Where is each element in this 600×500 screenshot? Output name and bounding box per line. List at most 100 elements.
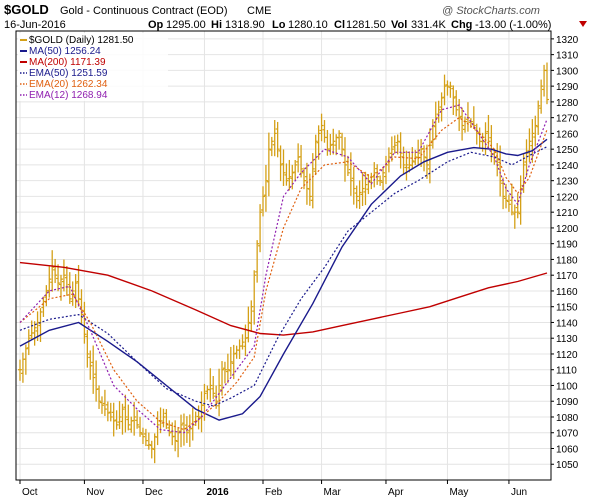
legend-entry-ema20: EMA(20) 1262.34: [20, 79, 108, 90]
y-tick-label: 1160: [556, 287, 578, 298]
price-bar: [416, 139, 421, 166]
price-bar: [460, 107, 465, 141]
y-tick-label: 1250: [556, 145, 579, 156]
price-bar: [331, 128, 336, 155]
price-bar: [263, 164, 268, 212]
price-bar: [61, 259, 66, 292]
price-bar: [179, 414, 184, 448]
y-tick-label: 1290: [556, 82, 579, 93]
price-bar: [404, 150, 409, 181]
price-bar: [50, 250, 55, 292]
price-bar: [193, 411, 198, 426]
y-tick-label: 1200: [556, 224, 579, 235]
y-tick-label: 1230: [556, 177, 579, 188]
price-bar: [433, 101, 438, 140]
y-tick-label: 1150: [556, 303, 578, 314]
price-bar: [138, 416, 143, 437]
price-bar: [290, 164, 295, 190]
price-bar: [140, 427, 145, 445]
y-tick-label: 1210: [556, 208, 579, 219]
legend-entry-price: $GOLD (Daily) 1281.50: [20, 35, 134, 46]
x-tick-label: Dec: [145, 487, 163, 498]
price-bar: [348, 152, 353, 196]
price-bar: [261, 186, 266, 217]
price-bar: [269, 136, 274, 157]
price-bar: [307, 173, 312, 206]
legend-label: EMA(50) 1251.59: [29, 68, 108, 79]
price-bar: [340, 132, 345, 157]
price-bar: [143, 428, 148, 447]
price-bar: [99, 396, 104, 414]
price-bar: [383, 155, 388, 185]
price-bar: [38, 308, 43, 342]
x-tick-label: Jun: [511, 487, 527, 498]
series-line-ma200: [19, 261, 548, 336]
price-bar: [231, 344, 236, 380]
price-bar: [539, 79, 544, 114]
legend-entry-ema12: EMA(12) 1268.94: [20, 90, 108, 101]
price-bar: [357, 180, 362, 209]
open-label: Op: [148, 19, 164, 31]
price-bar: [424, 144, 429, 179]
price-bar: [240, 334, 245, 350]
y-tick-label: 1260: [556, 129, 579, 140]
price-bar: [310, 153, 315, 209]
y-tick-label: 1080: [556, 413, 579, 424]
y-tick-label: 1050: [556, 460, 579, 471]
price-bar: [73, 274, 78, 309]
x-tick-label: Nov: [86, 487, 104, 498]
legend-entry-ma200: MA(200) 1171.39: [20, 57, 106, 68]
price-bar: [287, 159, 292, 191]
price-bar: [518, 175, 523, 225]
x-tick-label: May: [449, 487, 468, 498]
price-bar: [530, 119, 535, 163]
exchange-label: CME: [247, 5, 271, 17]
price-bar: [474, 123, 479, 145]
price-bar: [47, 266, 52, 298]
y-axis: 1050 1060 1070 1080 1090 1100 1110 1120 1130 1140…: [551, 35, 579, 471]
y-tick-label: 1110: [556, 366, 577, 377]
price-bar: [521, 153, 526, 193]
price-bar: [506, 194, 511, 212]
price-bar: [123, 394, 128, 433]
price-bar: [501, 177, 506, 210]
price-bar: [381, 168, 386, 191]
price-bar: [515, 193, 520, 219]
y-tick-label: 1220: [556, 192, 579, 203]
price-bar: [85, 329, 90, 368]
price-bar: [345, 155, 350, 176]
price-bar: [202, 383, 207, 421]
y-tick-label: 1270: [556, 114, 579, 125]
price-bar: [187, 414, 192, 447]
price-bar: [337, 130, 342, 150]
price-bar: [67, 272, 72, 304]
low-label: Lo: [272, 19, 286, 31]
price-bar: [342, 137, 347, 182]
price-bar: [126, 404, 131, 431]
price-bar: [536, 100, 541, 135]
series-line-ma50: [19, 138, 548, 421]
price-bar: [319, 113, 324, 142]
price-bar: [117, 401, 122, 429]
price-bar: [173, 420, 178, 452]
price-bar: [378, 175, 383, 186]
y-tick-label: 1140: [556, 318, 578, 329]
price-bar: [296, 143, 301, 173]
y-tick-label: 1190: [556, 240, 578, 251]
price-bar: [88, 350, 93, 380]
legend-label: MA(200) 1171.39: [29, 57, 106, 68]
price-bar: [448, 81, 453, 98]
price-bar: [360, 171, 365, 206]
open-value: 1295.00: [166, 19, 206, 31]
price-bar: [246, 306, 251, 343]
price-bar: [527, 128, 532, 163]
price-bar: [56, 264, 61, 292]
y-tick-label: 1240: [556, 161, 579, 172]
price-bar: [91, 345, 96, 394]
price-bar: [278, 145, 283, 182]
price-bar: [328, 133, 333, 156]
price-bar: [284, 163, 289, 186]
price-bar: [108, 402, 113, 422]
price-bar: [401, 146, 406, 175]
